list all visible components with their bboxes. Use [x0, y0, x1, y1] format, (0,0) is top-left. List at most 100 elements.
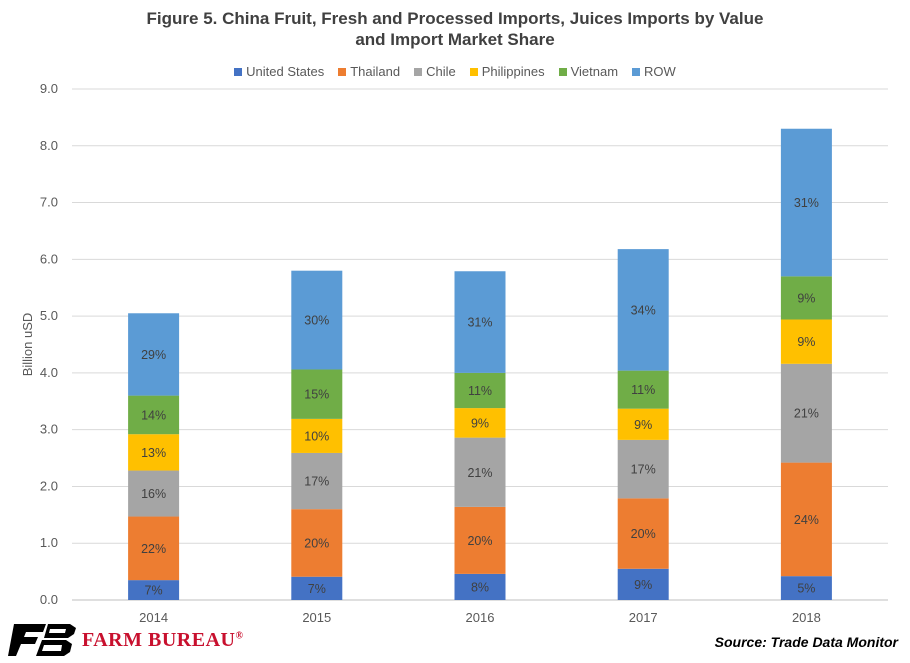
x-tick-label: 2015	[302, 610, 331, 625]
legend-swatch	[469, 67, 478, 76]
brand-name: FARM BUREAU®	[82, 629, 243, 652]
source-note: Source: Trade Data Monitor	[714, 634, 898, 650]
legend-item: ROW	[632, 64, 676, 79]
data-label: 29%	[141, 348, 166, 362]
x-tick-label: 2018	[792, 610, 821, 625]
x-tick-label: 2016	[466, 610, 495, 625]
bar-segment	[617, 568, 669, 600]
legend-item: United States	[234, 64, 324, 79]
legend-label: United States	[246, 64, 325, 79]
y-tick-label: 6.0	[40, 251, 58, 266]
legend-label: Vietnam	[570, 64, 619, 79]
chart-title: Figure 5. China Fruit, Fresh and Process…	[0, 8, 910, 50]
bar-segment	[454, 271, 506, 373]
y-tick-label: 0.0	[40, 592, 58, 607]
data-label: 15%	[304, 388, 329, 402]
bar-segment	[454, 372, 506, 409]
data-label: 21%	[794, 407, 819, 421]
legend-swatch	[338, 67, 347, 76]
data-label: 9%	[797, 335, 815, 349]
legend-swatch	[558, 67, 567, 76]
bar-segment	[780, 276, 832, 320]
legend-label: Philippines	[481, 64, 545, 79]
bar-segment	[291, 369, 343, 419]
data-label: 14%	[141, 408, 166, 422]
bar-segment	[617, 498, 669, 569]
data-label: 31%	[794, 196, 819, 210]
bar-segment	[291, 576, 343, 600]
data-label: 9%	[797, 291, 815, 305]
bar-segment	[128, 516, 180, 581]
x-tick-label: 2017	[629, 610, 658, 625]
bar-segment	[617, 370, 669, 409]
data-label: 31%	[467, 316, 492, 330]
legend-swatch	[234, 67, 243, 76]
legend-label: Thailand	[350, 64, 401, 79]
farm-bureau-brand: FARM BUREAU®	[8, 620, 243, 660]
bar-segment	[291, 270, 343, 370]
bar-segment	[291, 452, 343, 510]
data-label: 34%	[631, 303, 656, 317]
y-axis-label: Billion uSD	[20, 313, 35, 377]
legend-swatch	[632, 67, 641, 76]
bar-segment	[780, 576, 832, 600]
bar-segment	[454, 437, 506, 507]
bar-segment	[780, 363, 832, 463]
bar-segment	[128, 434, 180, 471]
bar-segment	[780, 319, 832, 364]
legend-item: Thailand	[338, 64, 400, 79]
legend-label: ROW	[644, 64, 676, 79]
legend-item: Chile	[414, 64, 456, 79]
data-label: 5%	[797, 582, 815, 596]
bar-segment	[291, 418, 343, 453]
data-label: 20%	[631, 527, 656, 541]
bar-segment	[454, 408, 506, 438]
data-label: 13%	[141, 446, 166, 460]
farm-bureau-logo-icon	[8, 624, 76, 656]
bar-segment	[454, 573, 506, 600]
data-label: 24%	[794, 513, 819, 527]
bar-segment	[780, 462, 832, 577]
legend-swatch	[414, 67, 423, 76]
bar-segment	[128, 395, 180, 435]
legend-label: Chile	[426, 64, 456, 79]
data-label: 10%	[304, 429, 329, 443]
data-label: 20%	[304, 536, 329, 550]
data-label: 22%	[141, 542, 166, 556]
y-tick-label: 9.0	[40, 81, 58, 96]
y-tick-label: 3.0	[40, 422, 58, 437]
bar-segment	[291, 509, 343, 577]
legend-item: Philippines	[469, 64, 545, 79]
data-label: 17%	[631, 463, 656, 477]
registered-mark: ®	[235, 629, 244, 641]
data-label: 16%	[141, 487, 166, 501]
brand-name-text: FARM BUREAU	[82, 628, 236, 651]
bar-segment	[780, 128, 832, 277]
data-label: 9%	[634, 578, 652, 592]
bar-segment	[128, 580, 180, 600]
bar-segment	[128, 313, 180, 396]
data-label: 11%	[468, 384, 492, 398]
y-tick-label: 1.0	[40, 535, 58, 550]
chart-title-line1: Figure 5. China Fruit, Fresh and Process…	[146, 9, 764, 28]
data-label: 9%	[634, 418, 652, 432]
data-label: 7%	[308, 582, 326, 596]
chart-title-line2: and Import Market Share	[355, 30, 555, 49]
bar-segment	[617, 439, 669, 499]
y-tick-label: 8.0	[40, 138, 58, 153]
data-label: 21%	[467, 466, 492, 480]
data-label: 8%	[471, 580, 489, 594]
data-label: 30%	[304, 314, 329, 328]
data-label: 7%	[145, 584, 163, 598]
chart-legend: United States Thailand Chile Philippines Vie…	[0, 64, 910, 79]
bar-segment	[617, 408, 669, 440]
bar-segment	[128, 470, 180, 517]
legend-item: Vietnam	[558, 64, 619, 79]
data-label: 11%	[631, 383, 655, 397]
bar-segment	[617, 249, 669, 371]
y-tick-label: 7.0	[40, 195, 58, 210]
bar-segment	[454, 506, 506, 574]
data-label: 9%	[471, 416, 489, 430]
data-label: 17%	[304, 475, 329, 489]
